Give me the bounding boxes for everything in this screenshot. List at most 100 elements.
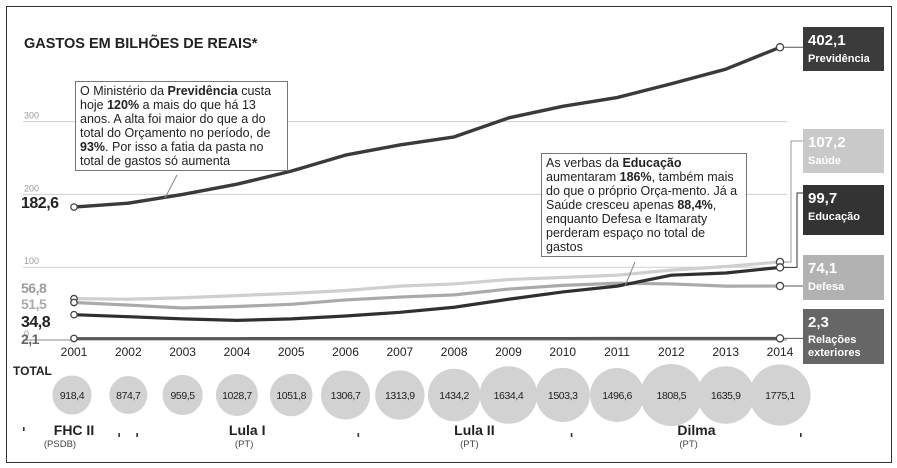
total-bubble-2012 bbox=[640, 364, 703, 426]
x-tick-2014: 2014 bbox=[767, 345, 794, 359]
legend-label-rela-es-exteriores-2: exteriores bbox=[808, 347, 861, 359]
total-value-2010: 1503,3 bbox=[548, 390, 578, 402]
total-bubble-2003 bbox=[162, 374, 203, 416]
start-point-educa-o bbox=[70, 310, 78, 319]
legend-connector-educa-o bbox=[784, 192, 803, 268]
legend-label-sa-de: Saúde bbox=[808, 155, 841, 167]
total-value-2003: 959,5 bbox=[170, 390, 195, 402]
legend-value-defesa: 74,1 bbox=[808, 260, 837, 277]
total-bubble-2005 bbox=[269, 373, 313, 417]
total-value-2006: 1306,7 bbox=[331, 390, 361, 402]
total-value-2002: 874,7 bbox=[116, 390, 141, 402]
start-label-sa-de: 56,8 bbox=[21, 280, 47, 296]
total-bubble-2013 bbox=[696, 366, 755, 424]
legend-value-rela-es-exteriores: 2,3 bbox=[808, 314, 829, 331]
total-bubble-2002 bbox=[109, 376, 148, 414]
total-value-2012: 1808,5 bbox=[657, 390, 687, 402]
series-line-sa-de bbox=[73, 260, 781, 301]
legend-value-educa-o: 99,7 bbox=[808, 190, 837, 207]
total-bubble-2008 bbox=[427, 368, 481, 422]
term-tick-5 bbox=[23, 427, 25, 431]
annotation-pointer-previdencia bbox=[164, 174, 178, 199]
chart-frame: GASTOS EM BILHÕES DE REAIS* 0 100 200 300 182… bbox=[6, 6, 892, 463]
x-tick-2004: 2004 bbox=[224, 345, 251, 359]
total-bubble-2014 bbox=[749, 364, 811, 426]
x-tick-2013: 2013 bbox=[712, 345, 739, 359]
y-tick-0: 0 bbox=[24, 329, 29, 339]
x-tick-2006: 2006 bbox=[332, 345, 359, 359]
end-point-educa-o bbox=[775, 263, 785, 272]
previdencia-note-text-4: a mais do que há 13 anos. A alta foi mai… bbox=[80, 98, 271, 140]
total-value-2013: 1635,9 bbox=[711, 390, 741, 402]
term-tick-2 bbox=[357, 433, 360, 437]
previdencia-note-text-0: O Ministério da bbox=[80, 84, 168, 98]
educacao-note-text-6: , enquanto Defesa e Itamaraty perderam e… bbox=[546, 198, 717, 254]
total-value-2001: 918,4 bbox=[60, 390, 85, 402]
legend-label-educa-o: Educação bbox=[808, 211, 860, 223]
end-point-previd-ncia bbox=[775, 43, 785, 52]
total-bubble-2011 bbox=[590, 368, 645, 422]
x-tick-2012: 2012 bbox=[658, 345, 685, 359]
x-tick-2011: 2011 bbox=[604, 345, 630, 359]
x-tick-2009: 2009 bbox=[495, 345, 522, 359]
x-tick-2008: 2008 bbox=[441, 345, 468, 359]
x-tick-2005: 2005 bbox=[278, 345, 305, 359]
start-label-defesa: 51,5 bbox=[21, 296, 47, 312]
total-bubble-2010 bbox=[535, 367, 590, 423]
total-value-2007: 1313,9 bbox=[385, 390, 415, 402]
term-tick-1 bbox=[136, 433, 138, 437]
total-bubble-2009 bbox=[479, 366, 538, 424]
start-label-rela-es-exteriores: 2,1 bbox=[21, 331, 40, 347]
gov-party-lula-i: (PT) bbox=[235, 439, 253, 450]
educacao-note-text-4: , também mais do que o próprio Orça-ment… bbox=[546, 170, 738, 212]
total-bubble-2006 bbox=[320, 370, 371, 420]
series-line-defesa bbox=[73, 281, 781, 310]
total-label: TOTAL bbox=[13, 364, 52, 378]
legend-box-rela-es-exteriores bbox=[803, 309, 884, 364]
total-bubble-2001 bbox=[52, 375, 92, 415]
gov-name-dilma: Dilma bbox=[677, 422, 715, 438]
educacao-note-text-1: Educação bbox=[622, 156, 682, 170]
total-value-2005: 1051,8 bbox=[276, 390, 306, 402]
previdencia-note-text-2: custa hoje bbox=[80, 84, 272, 112]
annotation-previdencia: O Ministério da Previdência custa hoje 1… bbox=[75, 81, 288, 171]
gov-name-lula-ii: Lula II bbox=[454, 422, 494, 438]
previdencia-note-text-3: 120% bbox=[107, 98, 140, 112]
legend-value-sa-de: 107,2 bbox=[808, 134, 846, 151]
annotation-educacao: As verbas da Educação aumentaram 186%, t… bbox=[541, 153, 747, 257]
educacao-note-text-3: 186% bbox=[619, 170, 652, 184]
educacao-note-text-5: 88,4% bbox=[677, 198, 713, 212]
term-tick-0 bbox=[118, 433, 120, 437]
x-tick-2003: 2003 bbox=[169, 345, 196, 359]
total-value-2011: 1496,6 bbox=[602, 390, 632, 402]
x-tick-2001: 2001 bbox=[61, 345, 88, 359]
annotation-pointer-educacao bbox=[624, 261, 636, 287]
start-label-previd-ncia: 182,6 bbox=[21, 195, 59, 212]
gov-name-fhc-ii: FHC II bbox=[54, 422, 94, 438]
total-value-2014: 1775,1 bbox=[765, 390, 795, 402]
end-point-defesa bbox=[775, 281, 785, 291]
chart-title: GASTOS EM BILHÕES DE REAIS* bbox=[24, 34, 258, 52]
educacao-note-text-0: As verbas da bbox=[546, 156, 623, 170]
total-bubble-2007 bbox=[375, 370, 425, 420]
educacao-note-text-2: aumentaram bbox=[546, 170, 620, 184]
term-tick-4 bbox=[800, 433, 802, 437]
legend-connector-sa-de bbox=[784, 140, 803, 263]
total-value-2004: 1028,7 bbox=[222, 390, 252, 402]
total-value-2009: 1634,4 bbox=[494, 390, 524, 402]
legend-box-sa-de bbox=[803, 129, 884, 173]
line-chart: GASTOS EM BILHÕES DE REAIS* 0 100 200 300 182… bbox=[13, 27, 884, 450]
gov-name-lula-i: Lula I bbox=[229, 422, 266, 438]
legend-box-defesa bbox=[803, 255, 884, 300]
previdencia-note-text-6: . Por isso a fatia da pasta no total de … bbox=[80, 140, 264, 168]
previdencia-note-text-5: 93% bbox=[80, 140, 106, 154]
x-tick-2007: 2007 bbox=[386, 345, 413, 359]
legend-label-previd-ncia: Previdência bbox=[808, 53, 871, 65]
gov-party-dilma: (PT) bbox=[679, 439, 697, 450]
gov-party-fhc-ii: (PSDB) bbox=[44, 439, 76, 450]
total-bubble-2004 bbox=[215, 374, 258, 416]
start-point-rela-es-exteriores bbox=[70, 334, 78, 343]
legend-value-previd-ncia: 402,1 bbox=[808, 32, 846, 49]
y-tick-200: 200 bbox=[24, 183, 39, 193]
end-point-rela-es-exteriores bbox=[775, 334, 785, 343]
